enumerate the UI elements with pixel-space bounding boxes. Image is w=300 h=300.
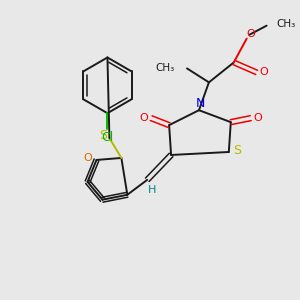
Text: H: H [148, 185, 156, 195]
Text: O: O [246, 28, 255, 39]
Text: O: O [259, 68, 268, 77]
Text: N: N [195, 97, 205, 110]
Text: CH₃: CH₃ [156, 63, 175, 74]
Text: CH₃: CH₃ [277, 19, 296, 29]
Text: Cl: Cl [101, 130, 114, 144]
Text: O: O [140, 113, 148, 123]
Text: O: O [253, 113, 262, 123]
Text: O: O [83, 153, 92, 163]
Text: S: S [100, 129, 107, 142]
Text: S: S [233, 145, 241, 158]
